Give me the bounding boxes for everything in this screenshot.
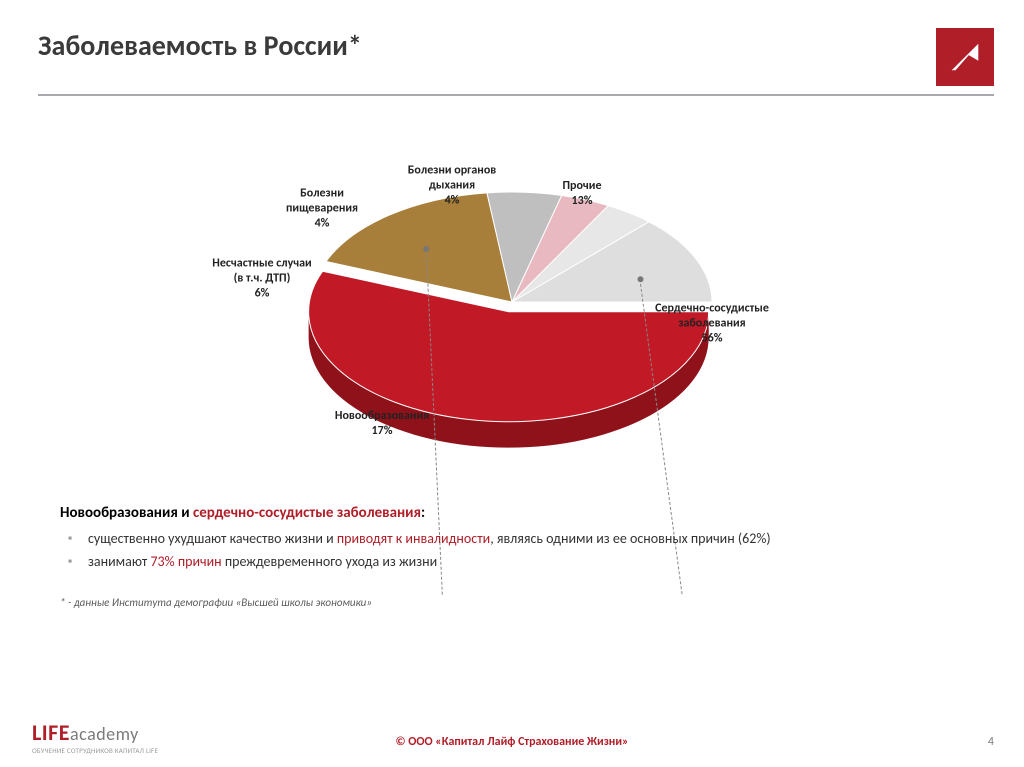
brand-left: LIFE	[32, 719, 70, 746]
brand-subtitle: ОБУЧЕНИЕ СОТРУДНИКОВ КАПИТАЛ LIFE	[32, 746, 158, 755]
summary-heading: Новообразования и сердечно-сосудистые за…	[60, 504, 964, 528]
summary-bullet: занимают 73% причин преждевременного ухо…	[60, 553, 964, 572]
summary-block: Новообразования и сердечно-сосудистые за…	[60, 504, 964, 572]
arrow-icon	[946, 38, 984, 76]
pie-chart: Сердечно-сосудистые заболевания 56% Новоо…	[152, 114, 872, 494]
footnote: * - данные Института демографии «Высшей …	[60, 596, 964, 609]
title-rule	[38, 94, 994, 96]
corner-logo	[936, 28, 994, 86]
bullet-hl: приводят к инвалидности	[337, 530, 490, 547]
summary-bullet: существенно ухудшают качество жизни и пр…	[60, 530, 964, 549]
bullet-pre: существенно ухудшают качество жизни и	[88, 530, 337, 547]
brand-right: academy	[70, 723, 139, 745]
footer-copyright: © ООО «Капитал Лайф Страхование Жизни»	[396, 735, 629, 749]
summary-heading-red: сердечно-сосудистые заболевания	[193, 504, 421, 522]
footer-page-number: 4	[988, 735, 994, 749]
bullet-hl: 73% причин	[150, 553, 221, 570]
page-title: Заболеваемость в России*	[38, 28, 362, 63]
footer: LIFEacademy ОБУЧЕНИЕ СОТРУДНИКОВ КАПИТАЛ…	[0, 715, 1024, 755]
summary-heading-tail: :	[421, 504, 425, 522]
summary-heading-p1: Новообразования и	[60, 504, 193, 522]
bullet-post: , являясь одними из ее основных причин (…	[490, 530, 770, 547]
pie-slice-label: Сердечно-сосудистые заболевания 56%	[655, 302, 769, 347]
pie-slice-label: Прочие 13%	[562, 179, 601, 209]
footer-brand: LIFEacademy ОБУЧЕНИЕ СОТРУДНИКОВ КАПИТАЛ…	[32, 719, 158, 755]
pie-slice-label: Болезни пищеварения 4%	[286, 187, 358, 232]
brand-logo: LIFEacademy	[32, 719, 139, 746]
pie-slice-label: Болезни органов дыхания 4%	[408, 164, 496, 209]
pie-slice-label: Несчастные случаи (в т.ч. ДТП) 6%	[212, 257, 311, 302]
summary-bullets: существенно ухудшают качество жизни и пр…	[60, 530, 964, 572]
bullet-pre: занимают	[88, 553, 150, 570]
pie-slice-label: Новообразования 17%	[335, 409, 429, 439]
bullet-post: преждевременного ухода из жизни	[222, 553, 438, 570]
